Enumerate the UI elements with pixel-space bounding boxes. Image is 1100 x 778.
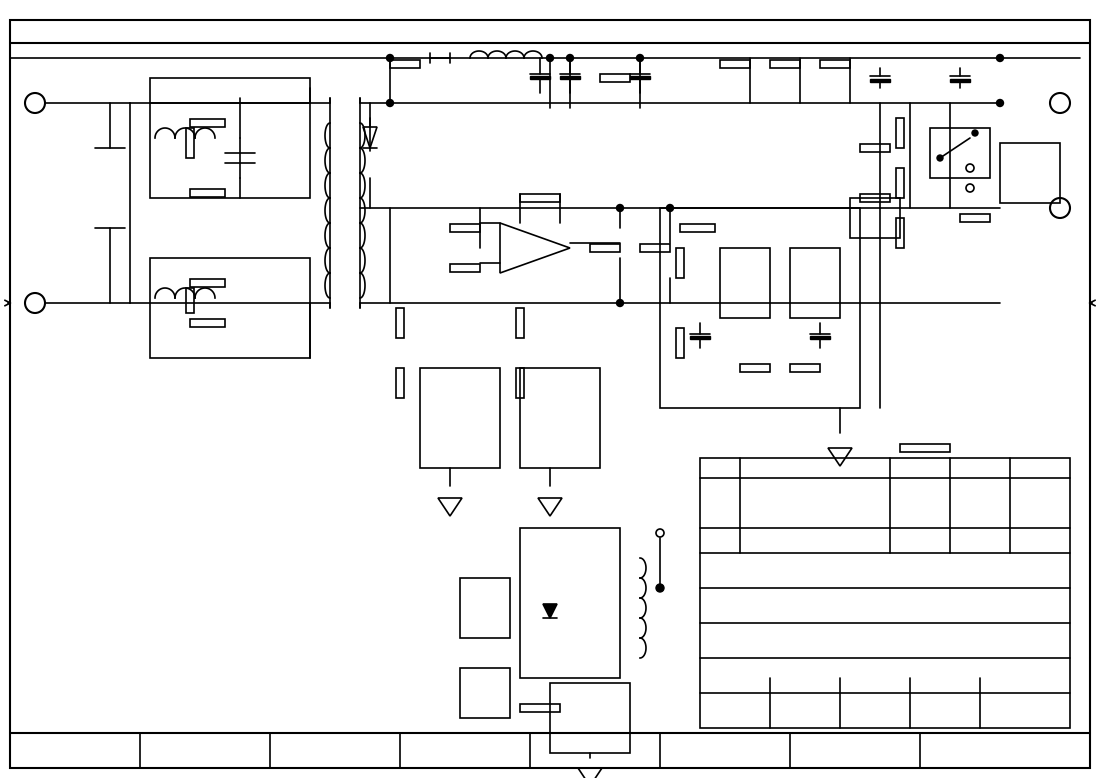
Circle shape [386,54,394,61]
Bar [960,214,990,222]
Circle shape [972,130,978,136]
Bar [930,128,990,178]
Bar [740,364,770,372]
Bar [516,308,524,338]
Bar [460,578,510,638]
Bar [530,76,550,79]
Bar [690,336,710,339]
Bar [700,458,1070,728]
Bar [520,194,560,202]
Circle shape [656,584,664,592]
Bar [720,60,750,68]
Bar [420,368,500,468]
Bar [560,76,580,79]
Bar [190,319,226,327]
Bar [660,208,860,408]
Bar [950,79,970,82]
Bar [396,368,404,398]
Bar [390,60,420,68]
Bar [790,364,820,372]
Bar [820,60,850,68]
Bar [396,308,404,338]
Bar [676,328,684,358]
Bar [860,144,890,152]
Bar [896,218,904,248]
Bar [680,224,715,232]
Bar [150,78,310,198]
Circle shape [997,100,1003,107]
Circle shape [566,54,573,61]
Bar [590,244,620,252]
Bar [190,119,226,127]
Bar [720,248,770,318]
Circle shape [616,205,624,212]
Bar [190,279,226,287]
Bar [450,264,480,272]
Polygon shape [543,604,557,618]
Bar [600,74,630,82]
Bar [550,683,630,753]
Bar [870,79,890,82]
Bar [770,60,800,68]
Bar [810,336,830,339]
Bar [186,128,194,158]
Bar [640,244,670,252]
Circle shape [937,155,943,161]
Bar [516,368,524,398]
Circle shape [667,205,673,212]
Bar [676,248,684,278]
Bar [896,118,904,148]
Bar [896,168,904,198]
Bar [450,224,480,232]
Bar [150,258,310,358]
Bar [630,76,650,79]
Circle shape [997,54,1003,61]
Circle shape [637,54,644,61]
Bar [790,248,840,318]
Bar [520,528,620,678]
Bar [850,198,900,238]
Circle shape [616,300,624,307]
Circle shape [547,54,553,61]
Circle shape [386,100,394,107]
Bar [186,288,194,313]
Bar [520,368,600,468]
Bar [860,194,890,202]
Bar [190,189,226,197]
Bar [1000,143,1060,203]
Bar [900,444,950,452]
Bar [520,704,560,712]
Bar [460,668,510,718]
